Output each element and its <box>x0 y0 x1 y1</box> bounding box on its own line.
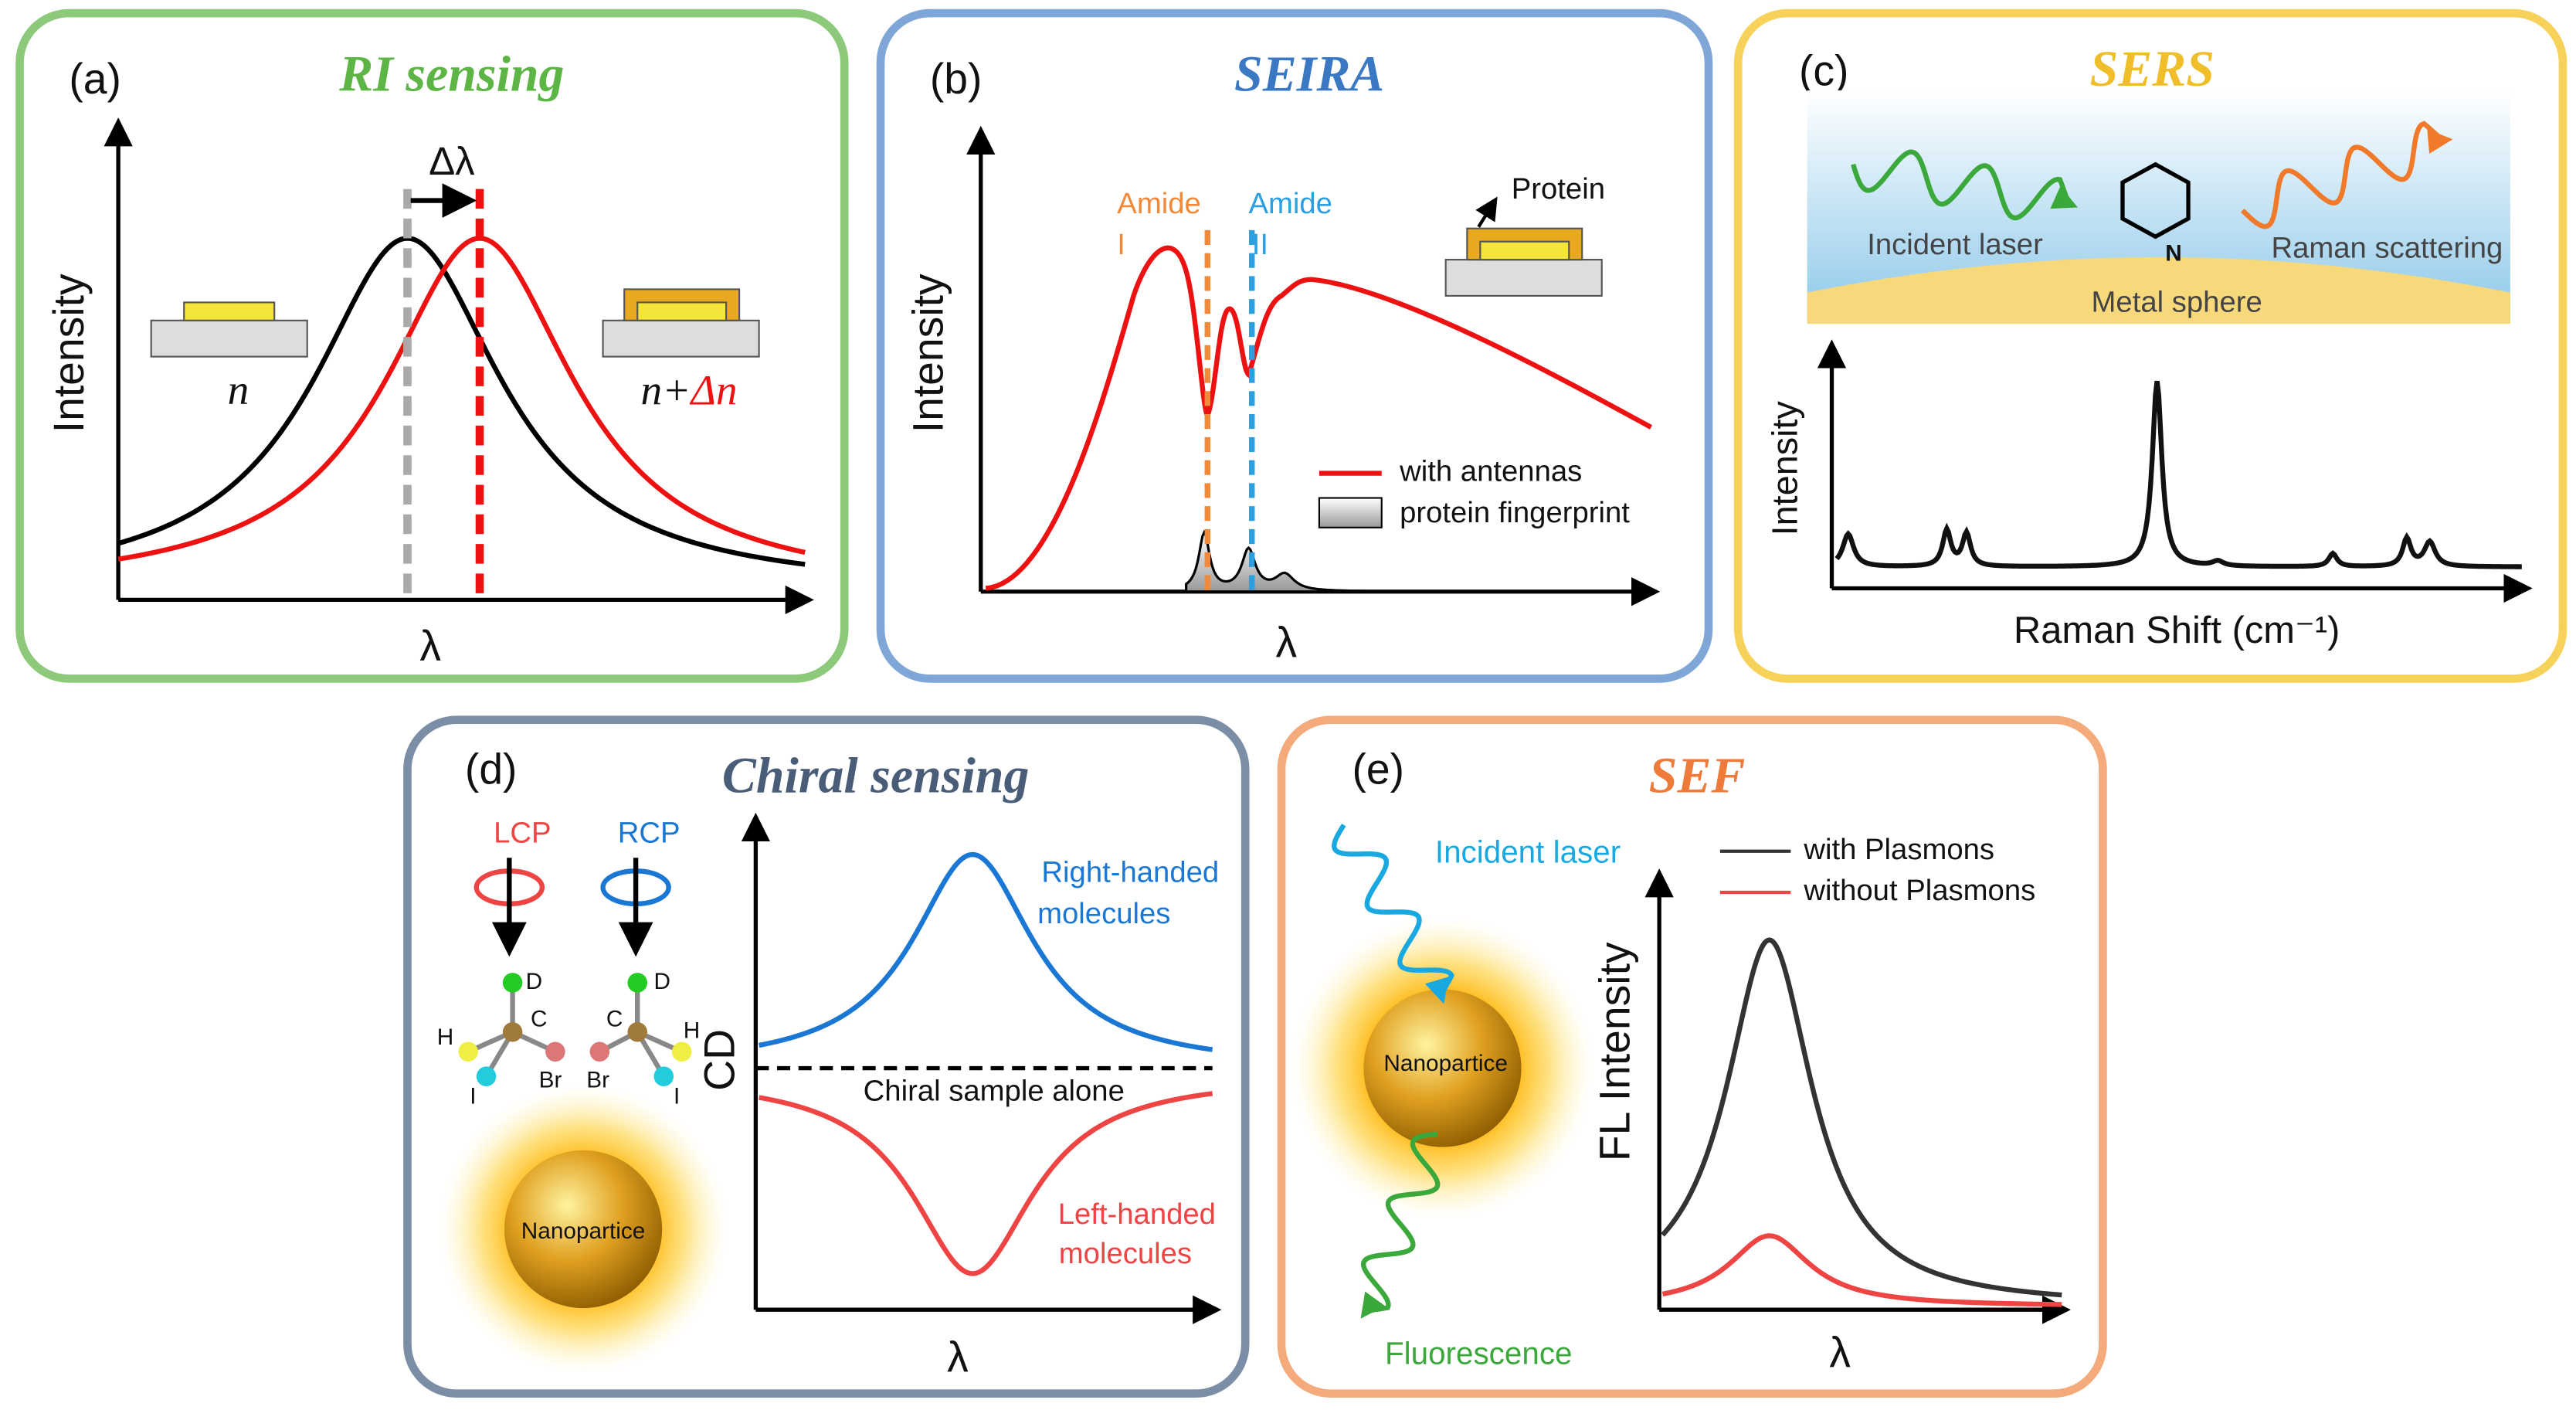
panel-frame <box>876 8 1713 683</box>
incident-wave <box>1332 824 1455 1004</box>
panel-title: SEIRA <box>1234 46 1384 102</box>
emission-wave <box>1360 1131 1441 1319</box>
curve-left-handed <box>759 1091 1213 1276</box>
curve-label: molecules <box>1059 1237 1192 1270</box>
medium-delta: Δn <box>689 366 737 413</box>
circle-shape <box>589 1041 610 1062</box>
curve-after <box>117 236 806 562</box>
nanoparticle-label: Nanopartice <box>1383 1051 1508 1076</box>
medium-label: n+Δn <box>640 366 737 413</box>
scene-label: Incident laser <box>1867 228 2043 261</box>
antenna <box>1479 240 1570 261</box>
panel-frame <box>15 8 849 683</box>
atom-label: D <box>526 969 543 994</box>
y-axis-label: Intensity <box>904 274 952 433</box>
panel-label: (c) <box>1799 46 1848 94</box>
fingerprint <box>1185 529 1365 593</box>
nanoparticle-label: Nanopartice <box>521 1218 645 1244</box>
incident-wave <box>1851 149 2078 221</box>
circle-shape <box>502 973 523 993</box>
curve-right-handed <box>759 851 1213 1052</box>
circle-shape <box>627 1021 648 1042</box>
atom-label: H <box>684 1018 701 1044</box>
amide-label: Amide <box>1117 187 1200 220</box>
circle-shape <box>653 1066 674 1086</box>
medium-base: n+ <box>640 366 691 413</box>
sensor <box>183 301 276 321</box>
amide-label: I <box>1117 228 1125 261</box>
y-axis-label: Intensity <box>1764 401 1804 536</box>
circle-shape <box>502 1021 523 1042</box>
y-axis-label: FL Intensity <box>1591 942 1639 1161</box>
curve-label: molecules <box>1037 897 1170 930</box>
panel-title: Chiral sensing <box>722 747 1030 804</box>
atom-label: H <box>437 1024 454 1050</box>
scene-label: Raman scattering <box>2271 231 2503 264</box>
polarization-label: LCP <box>494 817 551 850</box>
panel-label: (e) <box>1352 745 1404 793</box>
circle-shape <box>671 1041 692 1062</box>
panel-label: (b) <box>930 55 983 103</box>
legend-label: with antennas <box>1399 455 1582 488</box>
curve-with-plasmons <box>1661 937 2062 1298</box>
curve-before <box>117 236 806 567</box>
scene-label: Fluorescence <box>1385 1335 1573 1371</box>
sensor <box>636 301 728 321</box>
metal-sphere <box>1807 257 2510 324</box>
medium-label: n <box>228 366 249 413</box>
curve-without-plasmons <box>1661 1233 2062 1307</box>
atom-label: C <box>531 1007 548 1032</box>
curve-label: Right-handed <box>1041 856 1219 889</box>
substrate <box>1444 259 1603 297</box>
icon-arrow <box>1475 196 1498 228</box>
legend-label: with Plasmons <box>1803 833 1994 866</box>
circle-shape <box>476 1066 497 1086</box>
circle-shape <box>627 973 648 993</box>
atom-label: N <box>2165 241 2182 267</box>
atom-label: D <box>654 969 671 994</box>
nanoparticle <box>504 1150 663 1309</box>
raman-spectrum <box>1834 380 2522 569</box>
curve-label: Left-handed <box>1058 1198 1216 1231</box>
substrate <box>602 319 760 358</box>
atom-label: I <box>470 1084 476 1109</box>
panel-title: RI sensing <box>338 46 564 102</box>
baseline-label: Chiral sample alone <box>864 1075 1125 1108</box>
x-axis-label: λ <box>1829 1328 1851 1376</box>
x-axis-label: λ <box>1276 619 1298 667</box>
substrate <box>150 319 308 358</box>
y-axis-label: Intensity <box>45 274 93 433</box>
x-axis-label: Raman Shift (cm⁻¹) <box>2014 610 2340 651</box>
x-axis-label: λ <box>947 1334 969 1381</box>
atom-label: C <box>606 1007 623 1032</box>
scene-label: Metal sphere <box>2092 286 2262 319</box>
legend-swatch <box>1318 497 1383 528</box>
panel-frame <box>1277 715 2107 1398</box>
circle-shape <box>545 1041 565 1062</box>
nanoparticle <box>1363 989 1522 1147</box>
atom-label: I <box>674 1084 680 1109</box>
shift-label: Δλ <box>429 139 475 183</box>
amide-label: Amide <box>1248 187 1332 220</box>
atoms <box>458 973 692 1086</box>
pyridine <box>2120 161 2191 240</box>
legend-label: protein fingerprint <box>1400 496 1630 529</box>
panel-label: (a) <box>69 55 121 103</box>
y-axis-label: CD <box>695 1029 743 1091</box>
polarization-label: RCP <box>618 817 680 850</box>
panel-title: SERS <box>2090 41 2215 97</box>
amide-label: II <box>1252 228 1268 261</box>
panel-label: (d) <box>465 745 518 793</box>
scene-label: Incident laser <box>1435 834 1621 870</box>
curve-antennas <box>985 245 1653 591</box>
icon-label: Protein <box>1512 172 1605 206</box>
panel-title: SEF <box>1649 747 1746 804</box>
legend-label: without Plasmons <box>1803 874 2035 907</box>
circle-shape <box>458 1041 478 1062</box>
raman-wave <box>2241 121 2453 229</box>
x-axis-label: λ <box>419 622 441 670</box>
